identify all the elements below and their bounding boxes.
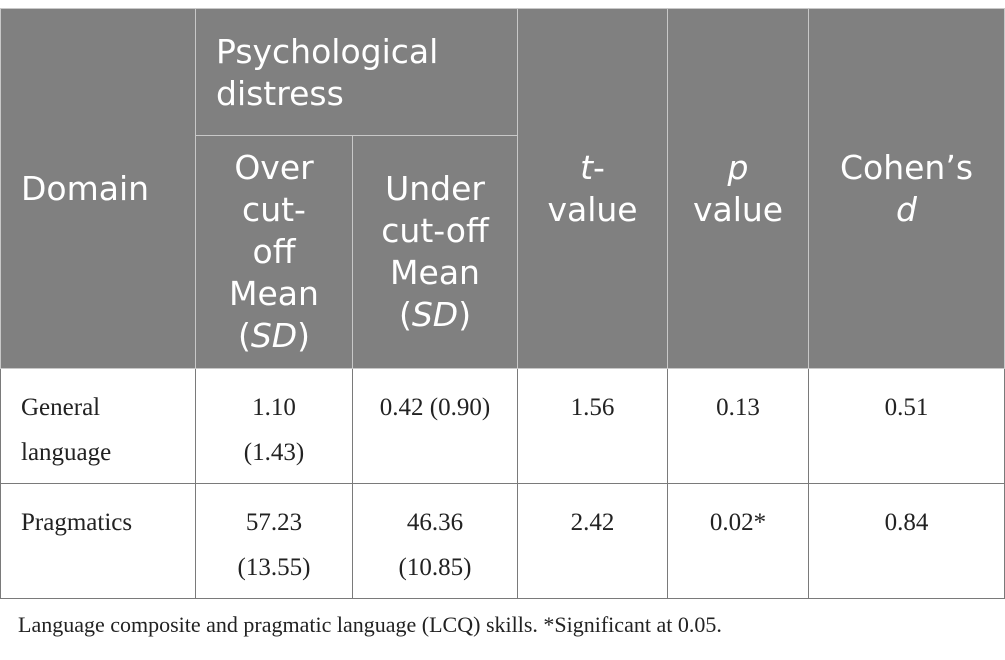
header-domain-label: Domain (21, 168, 150, 208)
cell-text: 46.36 (406, 509, 464, 536)
t-dash: - (593, 147, 605, 187)
cell-text: 0.84 (884, 509, 929, 536)
sd-open: ( (237, 316, 251, 355)
cell-over: 1.10 (1.43) (195, 368, 353, 484)
sd-close: ) (458, 295, 472, 334)
header-t-value: t- value (517, 8, 669, 369)
sd-close: ) (297, 316, 311, 355)
cohens-label: Cohen’s (839, 147, 974, 187)
header-cohens-d: Cohen’s d (808, 8, 1005, 369)
p-symbol: p (727, 147, 749, 187)
cell-text: 0.42 (0.90) (379, 394, 491, 421)
header-over-cutoff: Over cut- off Mean (SD) (195, 135, 353, 369)
sd-label: SD (250, 316, 298, 355)
cell-text: Pragmatics (21, 509, 133, 536)
under-line-2: cut-off (381, 211, 489, 250)
cell-t: 2.42 (517, 483, 669, 599)
table-row: Pragmatics 57.23 (13.55) 46.36 (10.85) 2… (0, 483, 1005, 599)
table-row: General language 1.10 (1.43) 0.42 (0.90)… (0, 368, 1005, 484)
cell-text: 0.02* (709, 509, 767, 536)
cell-text: language (21, 439, 112, 466)
under-line-3: Mean (390, 253, 480, 292)
cell-text: General (21, 394, 101, 421)
cell-text: 1.56 (570, 394, 615, 421)
cell-text: 0.13 (716, 394, 760, 421)
t-value-label: value (547, 189, 638, 229)
cell-p: 0.02* (667, 483, 810, 599)
d-symbol: d (896, 189, 917, 229)
sd-label: SD (411, 295, 459, 334)
header-domain: Domain (0, 8, 196, 369)
over-line-1: Over (234, 148, 314, 187)
cell-text: 2.42 (570, 509, 615, 536)
cell-domain: Pragmatics (0, 483, 196, 599)
cell-text: (1.43) (243, 439, 305, 466)
over-line-2: cut- (242, 190, 306, 229)
cell-text: 0.51 (884, 394, 929, 421)
cell-text: (13.55) (237, 554, 311, 581)
cell-under: 46.36 (10.85) (351, 483, 519, 599)
cell-text: 1.10 (252, 394, 296, 421)
table-caption: Language composite and pragmatic languag… (18, 612, 722, 637)
results-table: Domain Psychological distress t- value p… (0, 8, 1005, 599)
header-group-label: Psychological distress (216, 32, 439, 113)
sd-open: ( (398, 295, 412, 334)
p-value-label: value (692, 189, 784, 229)
cell-under: 0.42 (0.90) (351, 368, 519, 484)
cell-p: 0.13 (667, 368, 810, 484)
cell-d: 0.51 (808, 368, 1005, 484)
table-body: General language 1.10 (1.43) 0.42 (0.90)… (0, 368, 1005, 599)
over-line-4: Mean (229, 274, 319, 313)
cell-domain: General language (0, 368, 196, 484)
cell-text: (10.85) (398, 554, 472, 581)
t-symbol: t (580, 147, 594, 187)
cell-over: 57.23 (13.55) (195, 483, 353, 599)
cell-t: 1.56 (517, 368, 669, 484)
under-line-1: Under (385, 169, 485, 208)
header-p-value: p value (667, 8, 810, 369)
cell-d: 0.84 (808, 483, 1005, 599)
over-line-3: off (252, 232, 296, 271)
table-header: Domain Psychological distress t- value p… (0, 8, 1005, 369)
header-under-cutoff: Under cut-off Mean (SD) (351, 135, 519, 369)
header-psychological-distress: Psychological distress (194, 8, 519, 136)
cell-text: 57.23 (245, 509, 303, 536)
